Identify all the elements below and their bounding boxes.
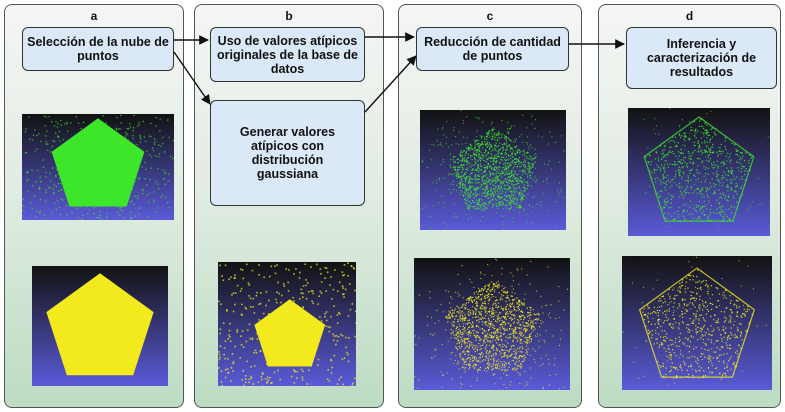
point-cloud-svg-c-green: [420, 110, 566, 230]
step-inferencia-label: Inferencia y caracterización de resultad…: [646, 37, 757, 79]
point-cloud: [421, 110, 565, 230]
step-generar-label: Generar valores atípicos con distribució…: [239, 125, 336, 181]
panel-letter-c: c: [486, 9, 494, 23]
image-background: [622, 256, 772, 390]
point-cloud-image-d-yellow: [622, 256, 772, 390]
step-reduccion-label: Reducción de cantidad de puntos: [424, 35, 561, 63]
step-reduccion-box: Reducción de cantidad de puntos: [416, 27, 569, 71]
point-cloud-image-c-green: [420, 110, 566, 230]
point-cloud-svg-d-yellow: [622, 256, 772, 390]
point-cloud-svg-a-green: [22, 114, 174, 220]
pentagon-outline: [643, 116, 755, 222]
point-cloud-svg-a-yellow: [32, 266, 168, 386]
point-cloud-image-a-green: [22, 114, 174, 220]
step-seleccion-box: Selección de la nube de puntos: [22, 27, 174, 71]
pentagon-shape: [51, 118, 145, 207]
point-cloud-svg-b-yellow: [218, 262, 356, 386]
point-cloud: [414, 258, 568, 390]
point-cloud-svg-d-green: [628, 108, 770, 236]
panel-letter-d: d: [685, 9, 694, 23]
point-cloud-image-d-green: [628, 108, 770, 236]
step-uso-box: Uso de valores atípicos originales de la…: [210, 27, 365, 82]
pentagon-shape: [46, 273, 154, 376]
pentagon-outline: [638, 267, 756, 378]
pentagon-shape: [254, 299, 326, 367]
step-uso-label: Uso de valores atípicos originales de la…: [216, 33, 359, 76]
point-cloud-svg-c-yellow: [414, 258, 570, 390]
point-cloud-image-a-yellow: [32, 266, 168, 386]
image-background: [628, 108, 770, 236]
step-inferencia-box: Inferencia y caracterización de resultad…: [626, 27, 777, 89]
panel-letter-b: b: [285, 9, 293, 23]
panel-letter-a: a: [90, 9, 98, 23]
point-cloud: [622, 256, 767, 386]
point-cloud-image-b-yellow: [218, 262, 356, 386]
step-generar-box: Generar valores atípicos con distribució…: [210, 100, 365, 206]
point-cloud-image-c-yellow: [414, 258, 570, 390]
image-background: [420, 110, 566, 230]
step-seleccion-label: Selección de la nube de puntos: [27, 35, 169, 63]
